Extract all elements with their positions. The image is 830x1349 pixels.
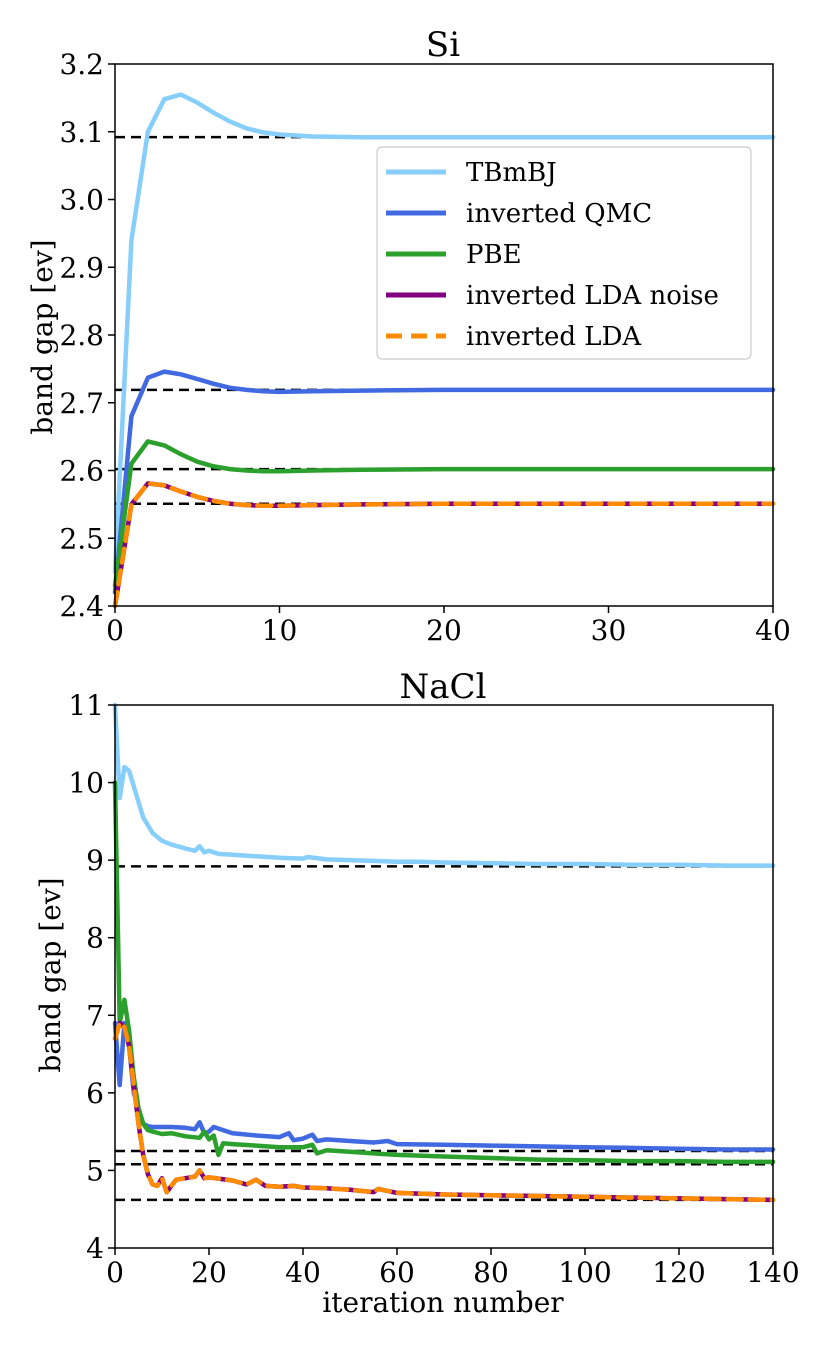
- series-line-pbe: [112, 780, 776, 1165]
- x-tick-label: 60: [379, 1256, 415, 1289]
- x-tick-label: 0: [106, 614, 124, 647]
- x-tick-label: 20: [191, 1256, 227, 1289]
- series-line-pbe: [112, 439, 776, 588]
- chart-nacl-plot-frame: [114, 704, 774, 1249]
- series-line-tbmbj: [112, 702, 776, 868]
- chart-si-legend: TBmBJ inverted QMC PBE inverted LDA nois…: [376, 146, 752, 360]
- series-line-inverted-qmc: [112, 1020, 776, 1152]
- legend-label-inverted-lda: inverted LDA: [466, 322, 642, 352]
- series-line-tbmbj: [112, 92, 776, 575]
- legend-label-inverted-lda-noise: inverted LDA noise: [466, 281, 719, 311]
- legend-label-tbmbj: TBmBJ: [466, 158, 557, 188]
- x-tick-label: 0: [106, 1256, 124, 1289]
- y-tick-label: 8: [86, 922, 104, 955]
- y-tick-label: 3.2: [59, 48, 104, 81]
- y-tick-label: 9: [86, 844, 104, 877]
- x-tick-label: 80: [473, 1256, 509, 1289]
- y-tick-label: 6: [86, 1077, 104, 1110]
- chart-nacl-ticks: 0 20 40 60 80 100 120 140 4 5 6 7 8 9 10 11: [68, 689, 799, 1289]
- x-tick-label: 120: [652, 1256, 705, 1289]
- chart-nacl-xlabel: iteration number: [322, 1286, 564, 1319]
- y-tick-label: 7: [86, 999, 104, 1032]
- y-tick-label: 2.6: [59, 455, 104, 488]
- y-tick-label: 2.7: [59, 387, 104, 420]
- series-line-inverted-lda: [112, 481, 776, 609]
- y-tick-label: 2.5: [59, 522, 104, 555]
- chart-nacl-ylabel: band gap [ev]: [34, 877, 67, 1072]
- x-tick-label: 40: [755, 614, 791, 647]
- y-tick-label: 3.0: [59, 184, 104, 217]
- series-line-inverted-qmc: [112, 369, 776, 595]
- y-tick-label: 11: [68, 689, 104, 722]
- series-line-inverted-lda-noise: [112, 1020, 776, 1203]
- chart-nacl-series: [112, 702, 776, 1203]
- y-tick-label: 2.9: [59, 251, 104, 284]
- y-tick-label: 2.8: [59, 319, 104, 352]
- y-tick-label: 10: [68, 767, 104, 800]
- chart-nacl: NaCl band gap [ev] iteration number 0 20 4…: [34, 667, 800, 1319]
- chart-si-ylabel: band gap [ev]: [26, 239, 59, 434]
- chart-si-series: [112, 92, 776, 609]
- x-tick-label: 140: [746, 1256, 799, 1289]
- chart-si: Si band gap [ev] 0 10 20 30 40 2.4 2.5 2.6 2.7 2.…: [26, 25, 791, 647]
- legend-label-pbe: PBE: [466, 240, 522, 270]
- x-tick-label: 100: [558, 1256, 611, 1289]
- legend-frame: [376, 146, 752, 360]
- x-tick-label: 10: [262, 614, 298, 647]
- y-tick-label: 4: [86, 1232, 104, 1265]
- legend-label-inverted-qmc: inverted QMC: [466, 199, 652, 229]
- series-line-inverted-lda: [112, 1020, 776, 1203]
- x-tick-label: 40: [285, 1256, 321, 1289]
- chart-nacl-title: NaCl: [400, 667, 487, 707]
- y-tick-label: 3.1: [59, 116, 104, 149]
- x-tick-label: 20: [426, 614, 462, 647]
- y-tick-label: 2.4: [59, 590, 104, 623]
- chart-si-ticks: 0 10 20 30 40 2.4 2.5 2.6 2.7 2.8 2.9 3.0 3.1 3.2: [59, 48, 790, 647]
- y-tick-label: 5: [86, 1154, 104, 1187]
- chart-si-title: Si: [426, 25, 460, 65]
- x-tick-label: 30: [591, 614, 627, 647]
